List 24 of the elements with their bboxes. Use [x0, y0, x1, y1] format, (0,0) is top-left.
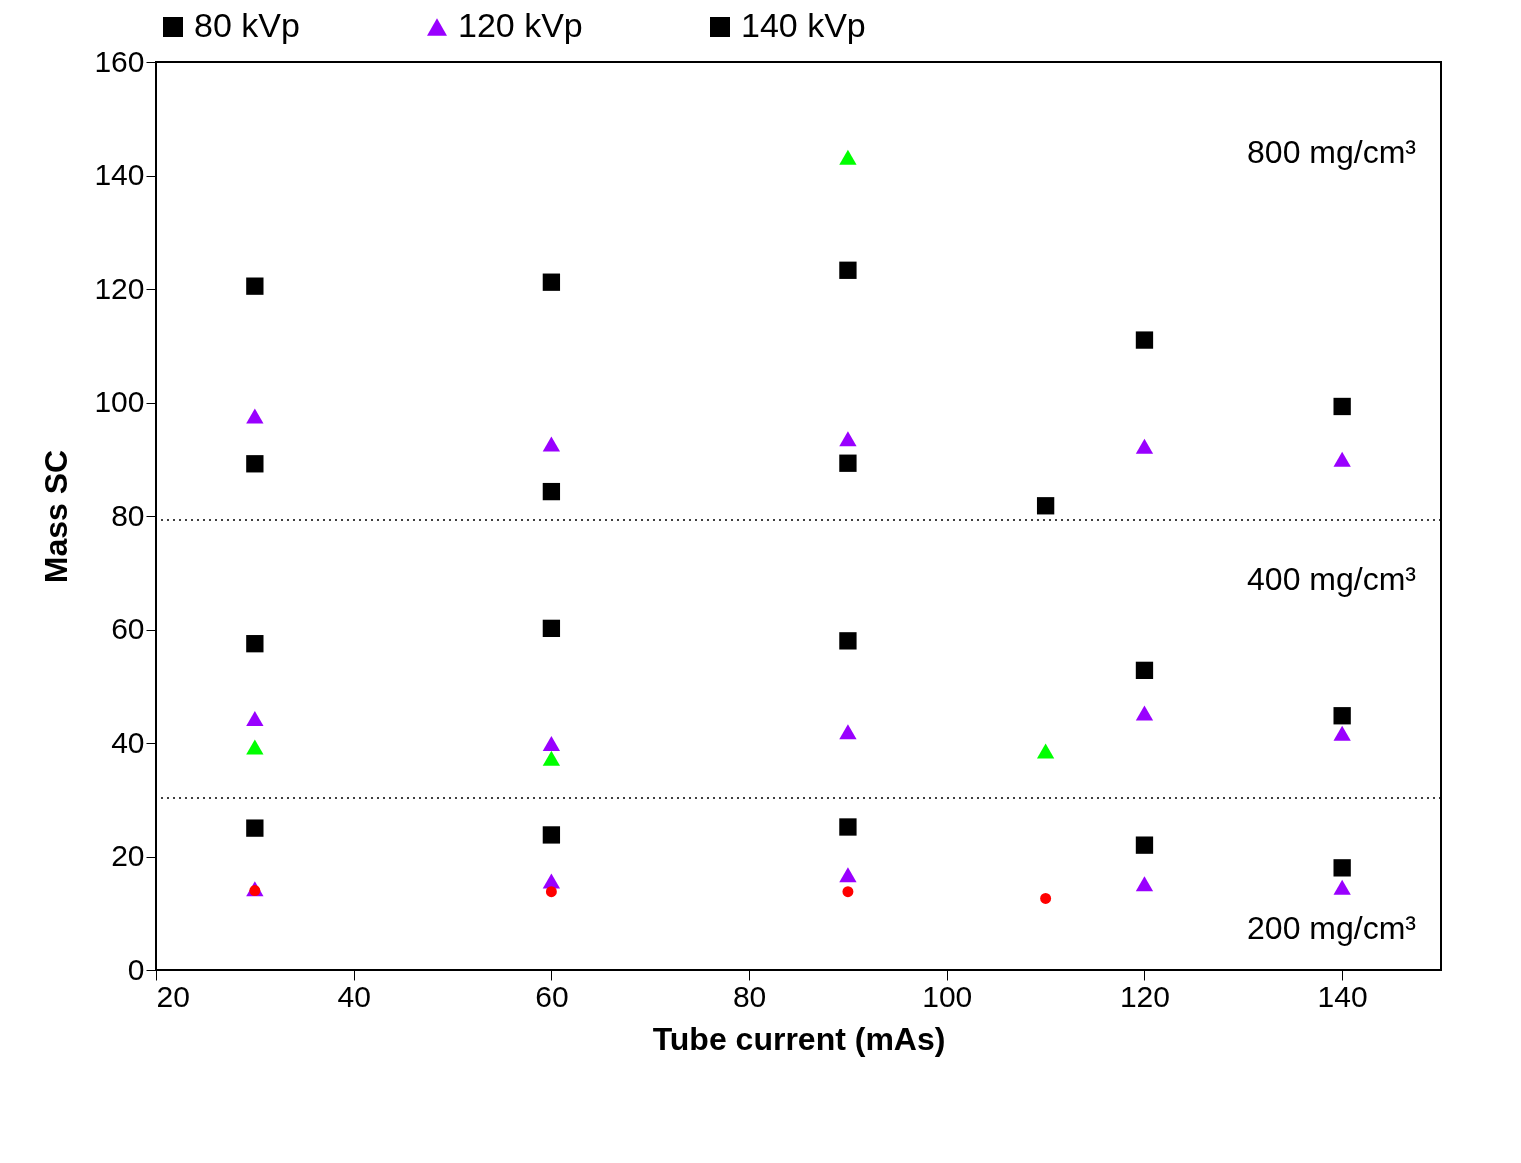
x-tick-label: 140	[1317, 979, 1368, 1013]
y-tick-label: 100	[94, 385, 145, 418]
y-tick-label: 0	[127, 952, 145, 986]
x-tick-label: 60	[535, 979, 569, 1013]
x-tick-label: 80	[732, 979, 767, 1013]
annotation: 800 mg/cm³	[1247, 133, 1417, 170]
y-tick-label: 140	[94, 158, 145, 191]
legend-label: 80 kVp	[194, 6, 300, 44]
y-tick-label: 160	[94, 44, 145, 78]
annotation: 400 mg/cm³	[1247, 560, 1417, 597]
y-tick-label: 60	[111, 612, 145, 645]
x-axis-title: Tube current (mAs)	[652, 1020, 946, 1057]
legend-label: 120 kVp	[458, 6, 583, 44]
annotation: 200 mg/cm³	[1247, 910, 1417, 947]
legend-label: 140 kVp	[741, 6, 866, 44]
x-tick-label: 20	[156, 979, 190, 1013]
y-axis-title: Mass SC	[38, 449, 75, 584]
y-tick-label: 40	[111, 725, 145, 759]
y-tick-label: 120	[94, 271, 145, 305]
y-tick-label: 80	[111, 498, 145, 532]
x-tick-label: 40	[337, 979, 371, 1013]
x-tick-label: 120	[1119, 979, 1170, 1013]
y-tick-label: 20	[111, 839, 145, 872]
x-tick-label: 100	[922, 979, 973, 1013]
